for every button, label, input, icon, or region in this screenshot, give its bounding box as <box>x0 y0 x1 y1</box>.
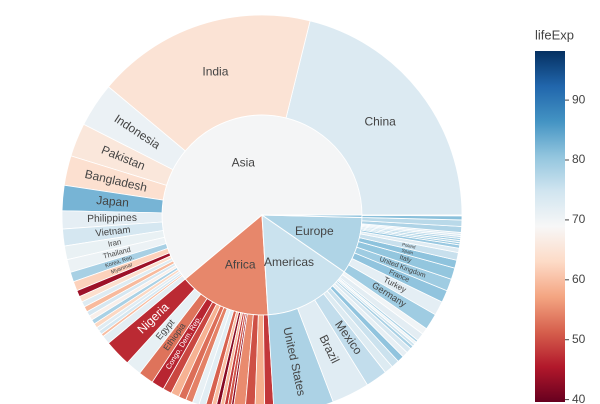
country-sector <box>285 20 463 216</box>
country-label: Spain <box>401 248 414 256</box>
colorbar-tick-label: 70 <box>572 212 586 226</box>
continent-label: Americas <box>264 255 314 269</box>
country-label: Italy <box>399 254 413 264</box>
country-label: Japan <box>96 193 130 210</box>
sectors <box>61 14 463 404</box>
colorbar-tick-label: 40 <box>572 392 586 404</box>
country-label: India <box>202 65 228 79</box>
continent-label: Asia <box>232 155 256 169</box>
colorbar-tick-label: 50 <box>572 332 586 346</box>
country-label: Philippines <box>87 213 137 225</box>
continent-label: Europe <box>295 224 334 238</box>
colorbar-tick-label: 90 <box>572 92 586 106</box>
continent-label: Africa <box>225 258 256 272</box>
country-label: China <box>364 115 396 129</box>
country-label: Iran <box>107 237 122 248</box>
country-label: Vietnam <box>95 225 131 240</box>
country-label: Poland <box>402 242 417 250</box>
colorbar-tick-label: 80 <box>572 152 586 166</box>
country-sector <box>107 14 311 152</box>
colorbar-title: lifeExp <box>535 27 574 42</box>
colorbar <box>535 51 565 402</box>
colorbar-tick-label: 60 <box>572 272 586 286</box>
country-sector <box>361 214 463 217</box>
